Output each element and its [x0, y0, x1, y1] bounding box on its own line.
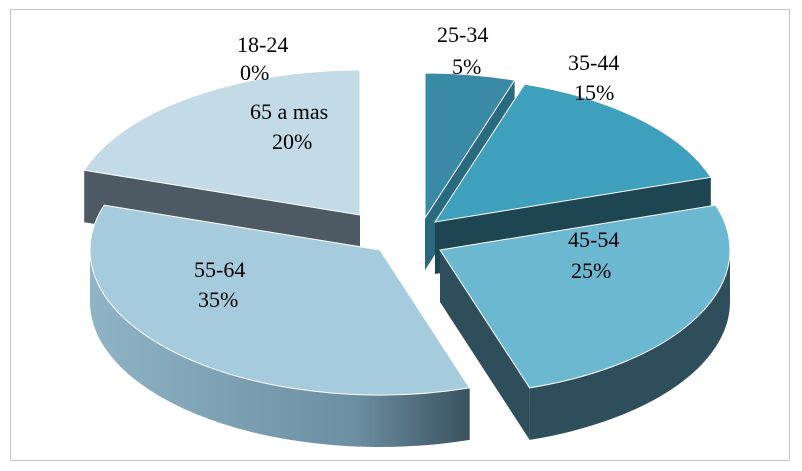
label-55-64-percent: 35% [198, 287, 238, 312]
slice-65-a-mas-top [83, 69, 361, 216]
label-45-54: 45-54 25% [568, 227, 619, 283]
slice-35-44-top [433, 83, 712, 223]
label-25-34-category: 25-34 [437, 22, 488, 47]
slice-45-54-wall-1 [440, 250, 530, 440]
label-45-54-percent: 25% [571, 258, 611, 283]
label-65-a-mas-percent: 20% [272, 129, 312, 154]
label-25-34: 25-34 5% [437, 22, 488, 79]
label-65-a-mas-category: 65 a mas [250, 99, 328, 124]
slice-55-64-top [89, 204, 471, 396]
label-35-44: 35-44 15% [568, 50, 619, 105]
label-18-24-percent: 0% [240, 60, 269, 85]
label-45-54-category: 45-54 [568, 227, 619, 252]
slice-25-34-top [424, 72, 516, 220]
label-18-24-category: 18-24 [237, 32, 288, 57]
label-55-64-category: 55-64 [194, 257, 245, 282]
label-65-a-mas: 65 a mas 20% [250, 99, 328, 154]
slice-45-54-top [439, 204, 731, 389]
slice-45-54 [439, 204, 731, 440]
label-25-34-percent: 5% [452, 54, 481, 79]
slice-55-64-rim [90, 250, 470, 447]
label-35-44-percent: 15% [574, 80, 614, 105]
slice-45-54-rim [529, 250, 730, 440]
label-18-24: 18-24 0% [237, 32, 288, 85]
slice-55-64 [89, 204, 471, 447]
label-55-64: 55-64 35% [194, 257, 245, 312]
label-35-44-category: 35-44 [568, 50, 619, 75]
